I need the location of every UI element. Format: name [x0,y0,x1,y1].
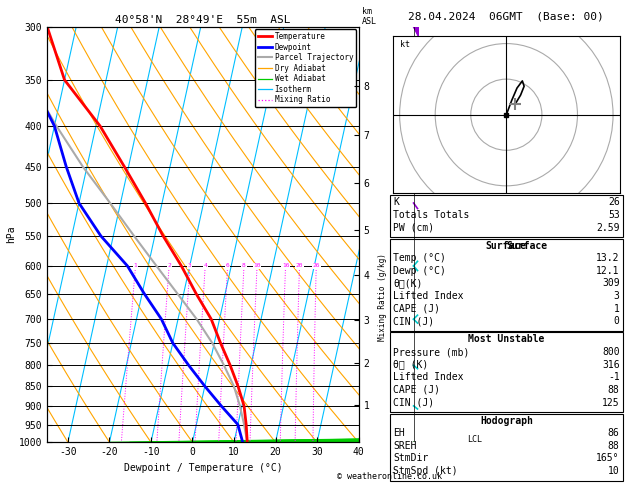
Legend: Temperature, Dewpoint, Parcel Trajectory, Dry Adiabat, Wet Adiabat, Isotherm, Mi: Temperature, Dewpoint, Parcel Trajectory… [255,29,356,107]
Text: Dewp (°C): Dewp (°C) [393,266,446,276]
Text: 125: 125 [602,398,620,408]
Text: 3: 3 [188,263,192,268]
Text: 26: 26 [313,263,320,268]
Text: Surface: Surface [486,241,527,251]
X-axis label: Dewpoint / Temperature (°C): Dewpoint / Temperature (°C) [123,463,282,473]
Text: 4: 4 [203,263,207,268]
Text: θᴇ(K): θᴇ(K) [393,278,423,289]
Text: 12.1: 12.1 [596,266,620,276]
Text: θᴇ (K): θᴇ (K) [393,360,428,370]
Text: CIN (J): CIN (J) [393,316,434,327]
Text: K: K [393,197,399,208]
Text: 28.04.2024  06GMT  (Base: 00): 28.04.2024 06GMT (Base: 00) [408,12,604,22]
Text: 26: 26 [608,197,620,208]
Text: 20: 20 [296,263,303,268]
Text: 1: 1 [614,304,620,314]
Text: StmDir: StmDir [393,453,428,464]
Text: SREH: SREH [393,441,416,451]
Text: 0: 0 [614,316,620,327]
Text: LCL: LCL [467,435,482,444]
Text: 16: 16 [282,263,289,268]
Text: Most Unstable: Most Unstable [468,334,545,345]
Text: Surface: Surface [506,241,547,251]
Text: 3: 3 [614,291,620,301]
Text: 13.2: 13.2 [596,253,620,263]
Y-axis label: hPa: hPa [6,226,16,243]
Text: Totals Totals: Totals Totals [393,210,469,220]
Text: -1: -1 [608,372,620,382]
Text: Mixing Ratio (g/kg): Mixing Ratio (g/kg) [378,253,387,341]
Text: km
ASL: km ASL [362,7,377,26]
Text: kt: kt [399,40,409,49]
Title: 40°58'N  28°49'E  55m  ASL: 40°58'N 28°49'E 55m ASL [115,15,291,25]
Text: CIN (J): CIN (J) [393,398,434,408]
Text: 316: 316 [602,360,620,370]
Text: Pressure (mb): Pressure (mb) [393,347,469,357]
Text: 88: 88 [608,441,620,451]
Polygon shape [414,17,418,36]
Text: 6: 6 [226,263,230,268]
Text: 10: 10 [253,263,261,268]
Text: Temp (°C): Temp (°C) [393,253,446,263]
Text: 10: 10 [608,466,620,476]
Text: 2: 2 [167,263,171,268]
Text: PW (cm): PW (cm) [393,223,434,233]
Text: CAPE (J): CAPE (J) [393,304,440,314]
Text: 86: 86 [608,428,620,438]
Text: 1: 1 [133,263,137,268]
Text: Hodograph: Hodograph [480,416,533,426]
Text: StmSpd (kt): StmSpd (kt) [393,466,458,476]
Text: © weatheronline.co.uk: © weatheronline.co.uk [338,472,442,481]
Text: 88: 88 [608,385,620,395]
Text: CAPE (J): CAPE (J) [393,385,440,395]
Text: EH: EH [393,428,405,438]
Text: 8: 8 [242,263,246,268]
Text: 800: 800 [602,347,620,357]
Text: 53: 53 [608,210,620,220]
Text: Lifted Index: Lifted Index [393,372,464,382]
Text: 165°: 165° [596,453,620,464]
Text: 309: 309 [602,278,620,289]
Text: Lifted Index: Lifted Index [393,291,464,301]
Text: 2.59: 2.59 [596,223,620,233]
